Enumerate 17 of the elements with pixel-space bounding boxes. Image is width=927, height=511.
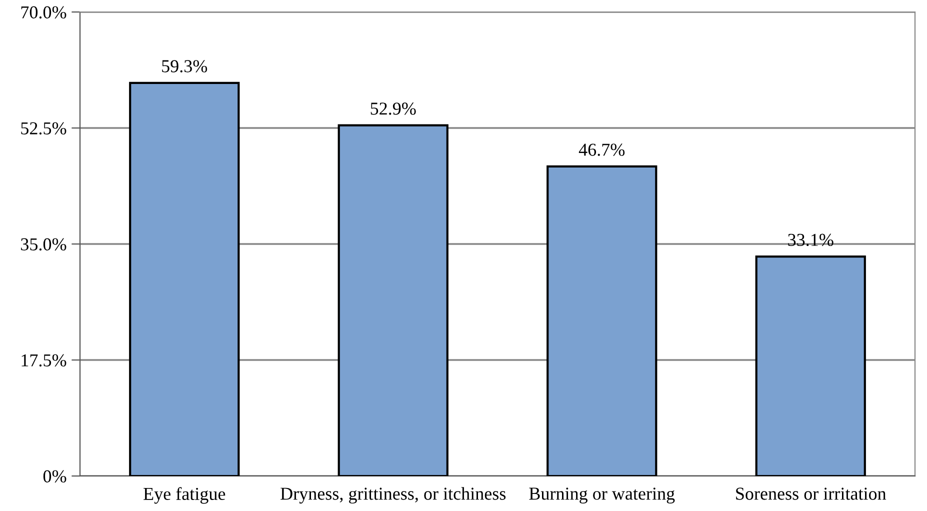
bar — [755, 256, 866, 476]
data-label: 59.3% — [162, 60, 208, 72]
data-label: 46.7% — [578, 144, 625, 156]
y-tick-label: 17.5% — [22, 354, 66, 367]
data-label: 52.9% — [370, 102, 416, 115]
x-tick-label: Burning or watering — [529, 488, 675, 504]
y-tick-label: 52.5% — [21, 122, 66, 135]
x-tick-label: Eye fatigue — [144, 487, 226, 504]
x-tick-label: Soreness or irritation — [736, 488, 886, 500]
x-tick-label: Dryness, grittiness, or itchiness — [280, 487, 506, 504]
data-label: 33.1% — [788, 234, 834, 246]
bar — [546, 165, 658, 476]
y-tick-label: 70.0% — [21, 6, 66, 19]
bar — [338, 124, 448, 476]
bar — [129, 82, 240, 476]
y-tick-label: 0% — [43, 470, 66, 482]
y-tick-label: 35.0% — [21, 238, 66, 251]
